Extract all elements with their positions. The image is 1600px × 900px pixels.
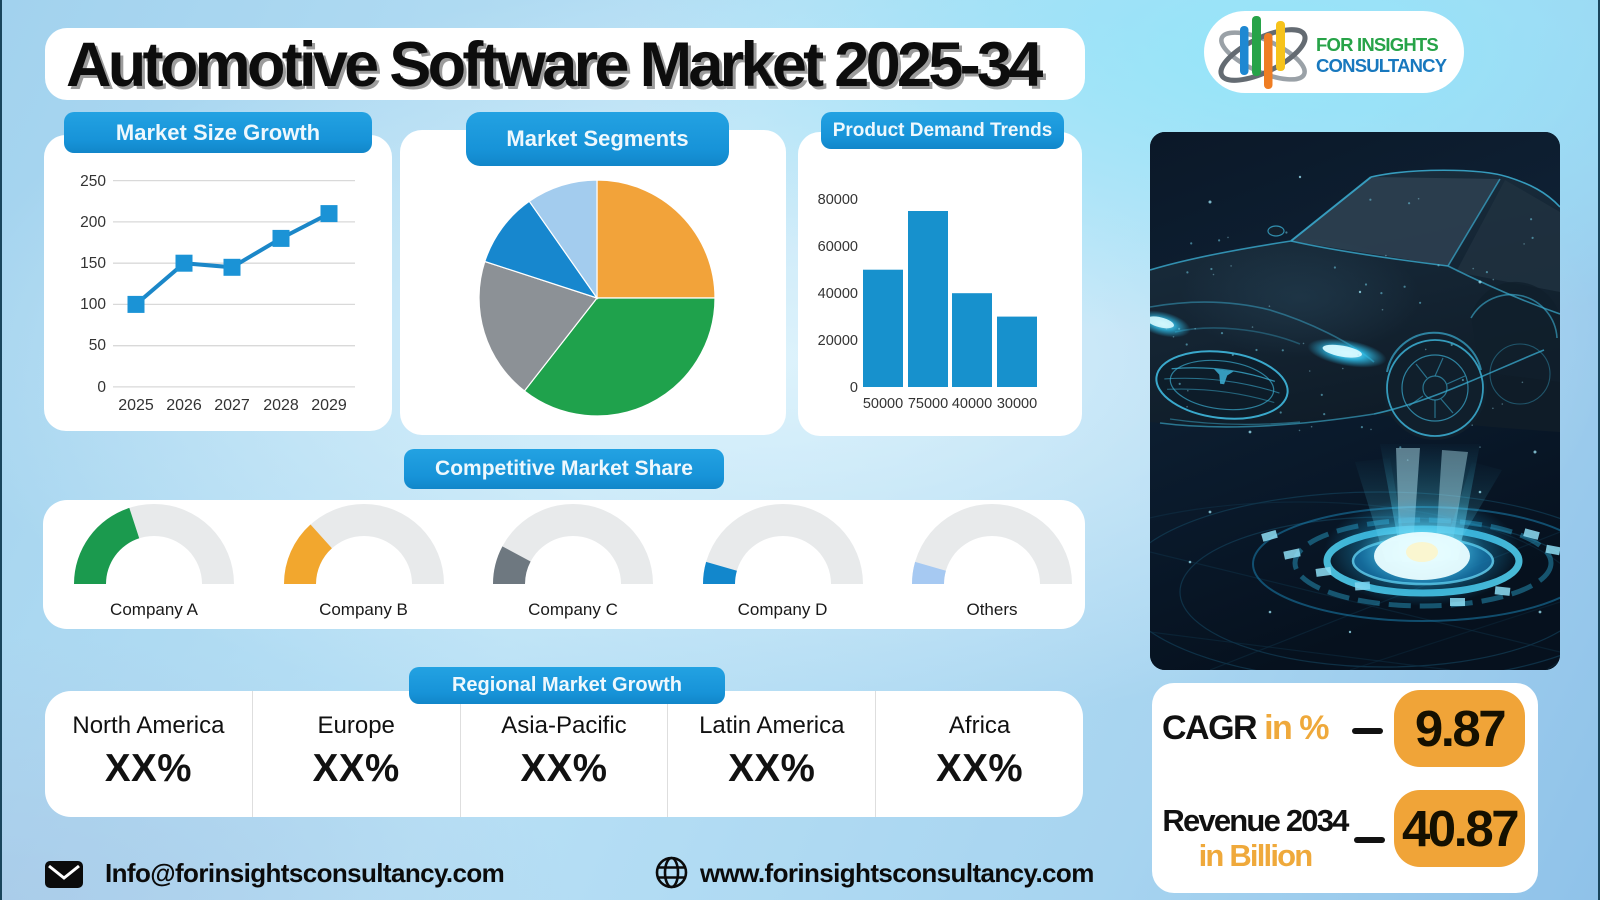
svg-text:40000: 40000 [952, 396, 992, 412]
svg-text:40000: 40000 [818, 286, 858, 302]
svg-text:200: 200 [80, 214, 106, 231]
svg-text:50000: 50000 [863, 396, 903, 412]
svg-text:2026: 2026 [166, 397, 202, 414]
svg-text:100: 100 [80, 296, 106, 313]
svg-text:60000: 60000 [818, 239, 858, 255]
svg-text:2027: 2027 [214, 397, 250, 414]
svg-text:0: 0 [850, 380, 858, 396]
svg-text:150: 150 [80, 255, 106, 272]
svg-text:2029: 2029 [311, 397, 347, 414]
svg-text:2028: 2028 [263, 397, 299, 414]
svg-text:50: 50 [89, 337, 107, 354]
svg-text:80000: 80000 [818, 192, 858, 208]
svg-text:2025: 2025 [118, 397, 154, 414]
svg-text:75000: 75000 [908, 396, 948, 412]
svg-text:250: 250 [80, 173, 106, 190]
svg-text:20000: 20000 [818, 333, 858, 349]
svg-text:30000: 30000 [997, 396, 1037, 412]
svg-text:0: 0 [97, 379, 106, 396]
